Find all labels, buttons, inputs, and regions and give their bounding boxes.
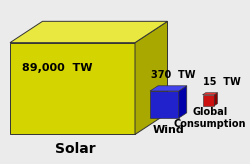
Text: 89,000  TW: 89,000 TW [22,63,93,73]
Text: 370  TW: 370 TW [151,70,196,80]
Polygon shape [150,86,187,91]
Polygon shape [202,93,218,95]
Polygon shape [179,86,187,118]
Text: 15  TW: 15 TW [203,77,241,87]
Text: Wind: Wind [152,125,184,134]
Polygon shape [214,93,218,106]
Polygon shape [10,21,168,43]
Polygon shape [135,21,168,134]
Text: Global
Consumption: Global Consumption [174,107,246,129]
Polygon shape [150,91,179,118]
Polygon shape [202,95,214,106]
Polygon shape [10,43,135,134]
Text: Solar: Solar [55,142,95,156]
